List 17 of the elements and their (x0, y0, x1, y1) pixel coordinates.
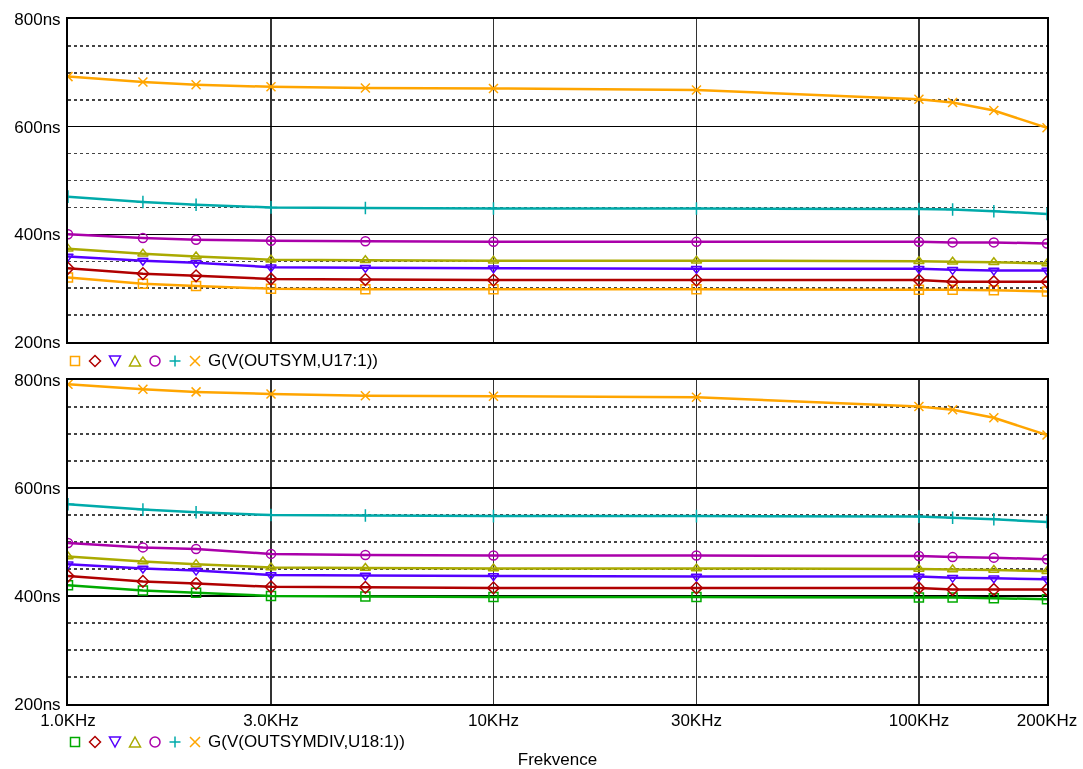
x-tick-label: 10KHz (467, 711, 519, 731)
x-axis-title: Frekvence (517, 750, 598, 769)
x-tick-label: 1.0KHz (40, 711, 96, 731)
y-tick-label: 600ns (14, 478, 61, 498)
x-tick-label: 3.0KHz (243, 711, 299, 731)
x-tick-label: 30KHz (670, 711, 722, 731)
y-tick-label: 600ns (14, 117, 61, 137)
x-tick-label: 100KHz (888, 711, 950, 731)
y-tick-label: 400ns (14, 225, 61, 245)
legend-label: G(V(OUTSYM,U17:1)) (208, 351, 379, 371)
y-tick-label: 800ns (14, 9, 61, 29)
x-tick-label: 200KHz (1016, 711, 1078, 731)
y-tick-label: 800ns (14, 370, 61, 390)
y-tick-label: 200ns (14, 694, 61, 714)
y-tick-label: 400ns (14, 586, 61, 606)
legend-label: G(V(OUTSYMDIV,U18:1)) (208, 732, 405, 752)
y-tick-label: 200ns (14, 332, 61, 352)
